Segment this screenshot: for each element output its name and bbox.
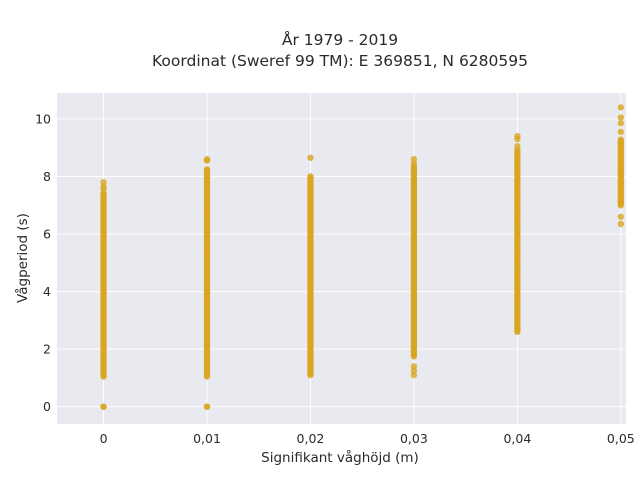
y-tick-label: 10 bbox=[35, 111, 51, 126]
data-point bbox=[307, 154, 314, 161]
x-axis-label: Signifikant våghöjd (m) bbox=[261, 449, 419, 466]
data-point bbox=[617, 220, 625, 228]
y-tick-label: 6 bbox=[43, 227, 51, 242]
plot-area bbox=[57, 93, 626, 424]
x-tick-label: 0,01 bbox=[193, 431, 221, 446]
data-point bbox=[617, 213, 625, 220]
y-tick-label: 0 bbox=[43, 399, 51, 414]
x-tick-label: 0,05 bbox=[607, 431, 635, 446]
data-point bbox=[617, 104, 625, 111]
data-point bbox=[410, 156, 418, 163]
y-axis-label: Vågperiod (s) bbox=[14, 213, 31, 303]
y-tick-label: 2 bbox=[43, 342, 51, 357]
data-point bbox=[203, 156, 211, 163]
chart-title: År 1979 - 2019 bbox=[282, 30, 398, 49]
data-point bbox=[617, 120, 625, 127]
y-tick-label: 8 bbox=[43, 169, 51, 184]
data-point bbox=[203, 403, 211, 410]
x-tick-label: 0,04 bbox=[503, 431, 531, 446]
data-point bbox=[100, 403, 107, 410]
data-point bbox=[617, 136, 625, 143]
data-point bbox=[514, 132, 521, 140]
chart-subtitle: Koordinat (Sweref 99 TM): E 369851, N 62… bbox=[152, 52, 528, 70]
data-point bbox=[617, 114, 625, 121]
y-tick-label: 4 bbox=[43, 284, 51, 299]
data-point bbox=[203, 166, 211, 173]
x-tick-label: 0,03 bbox=[400, 431, 428, 446]
x-tick-label: 0,02 bbox=[297, 431, 325, 446]
data-point bbox=[514, 143, 521, 150]
data-point bbox=[617, 128, 625, 136]
tick-labels: 0 0,01 0,02 0,03 0,04 0,05 0 2 4 6 8 10 bbox=[35, 111, 635, 446]
data-point bbox=[100, 179, 107, 186]
x-tick-label: 0 bbox=[100, 431, 108, 446]
data-points bbox=[100, 104, 625, 410]
data-point bbox=[307, 173, 314, 180]
data-point bbox=[410, 363, 418, 370]
